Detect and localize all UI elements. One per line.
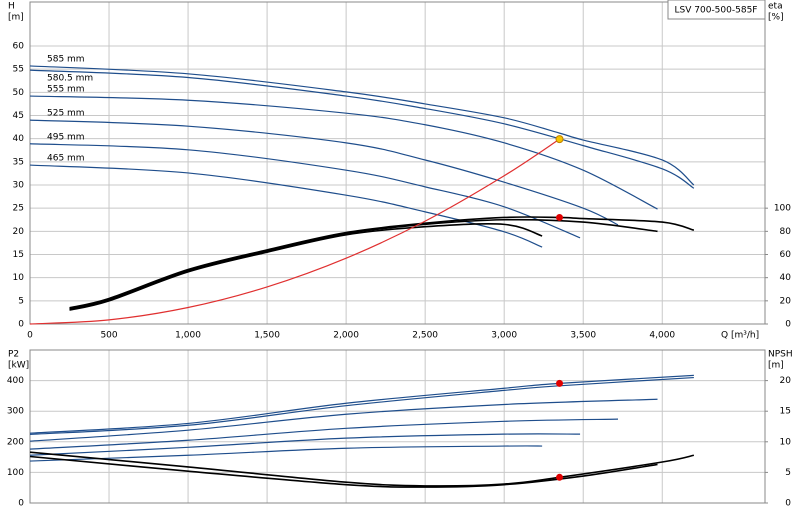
x-tick-label: 3,000 <box>491 331 517 341</box>
curve <box>29 374 694 434</box>
x-tick-label: 4,000 <box>649 331 675 341</box>
curve <box>29 164 543 248</box>
y2-axis-label: NPSH <box>768 350 793 360</box>
y-tick-label: 35 <box>13 157 24 167</box>
curve-label: 525 mm <box>47 109 85 119</box>
y-axis-label: [kW] <box>8 361 29 371</box>
curve <box>29 119 619 226</box>
y-tick-label: 30 <box>13 181 25 191</box>
y-tick-label: 40 <box>13 134 25 144</box>
y-tick-label: 20 <box>13 227 25 237</box>
y2-tick-label: 40 <box>780 273 792 283</box>
y2-tick-label: 5 <box>785 468 791 478</box>
y-tick-label: 45 <box>13 111 24 121</box>
curve-label: 580.5 mm <box>47 74 93 84</box>
x-tick-label: 2,000 <box>333 331 359 341</box>
curve <box>29 398 658 442</box>
y2-tick-label: 15 <box>780 407 791 417</box>
curve-label: 465 mm <box>47 154 85 164</box>
y2-tick-label: 60 <box>780 250 792 260</box>
duty-point <box>556 379 564 387</box>
curve <box>69 216 695 309</box>
y-tick-label: 15 <box>13 250 24 260</box>
y-tick-label: 300 <box>7 407 24 417</box>
duty-point <box>556 213 564 221</box>
curve <box>29 418 619 450</box>
y-tick-label: 50 <box>13 88 25 98</box>
y-tick-label: 55 <box>13 65 24 75</box>
y2-tick-label: 20 <box>780 376 792 386</box>
y-axis-label: [m] <box>8 13 24 23</box>
curve <box>29 69 695 189</box>
x-tick-label: 500 <box>100 331 117 341</box>
y2-tick-label: 100 <box>774 204 791 214</box>
y-tick-label: 100 <box>7 468 24 478</box>
plot-frame <box>29 349 766 504</box>
y2-tick-label: 10 <box>780 437 792 447</box>
x-tick-label: 2,500 <box>412 331 438 341</box>
y2-tick-label: 80 <box>780 227 792 237</box>
y2-axis-label: eta <box>768 2 783 12</box>
y-tick-label: 5 <box>18 296 24 306</box>
curve <box>29 455 658 488</box>
y-tick-label: 200 <box>7 437 24 447</box>
y2-axis-label: [m] <box>768 361 784 371</box>
y2-tick-label: 0 <box>785 499 791 509</box>
curve-label: 495 mm <box>47 132 85 142</box>
duty-point <box>555 135 564 144</box>
x-tick-label: 3,500 <box>570 331 596 341</box>
duty-point <box>556 473 564 481</box>
y-tick-label: 25 <box>13 204 24 214</box>
curve <box>29 433 581 456</box>
y-tick-label: 0 <box>18 320 24 330</box>
x-tick-label: 1,500 <box>254 331 280 341</box>
title-box <box>667 0 766 20</box>
curve <box>29 445 543 462</box>
x-tick-label: 1,000 <box>175 331 201 341</box>
y-tick-label: 400 <box>7 376 24 386</box>
curve-label: 585 mm <box>47 54 85 64</box>
y-axis-label: H <box>8 2 15 12</box>
curve <box>29 95 658 210</box>
y2-axis-label: [%] <box>768 13 784 23</box>
curve <box>29 143 581 239</box>
y2-tick-label: 20 <box>780 296 792 306</box>
curve <box>29 138 560 325</box>
curve <box>29 451 695 487</box>
y-tick-label: 0 <box>18 499 24 509</box>
curve <box>29 65 695 186</box>
plot-frame <box>29 1 766 325</box>
y-tick-label: 60 <box>13 42 25 52</box>
x-axis-label: Q [m³/h] <box>721 331 759 341</box>
y-tick-label: 10 <box>13 273 25 283</box>
chart-title: LSV 700-500-585F <box>675 6 758 16</box>
curve <box>29 376 694 436</box>
curve <box>69 223 543 311</box>
curve-label: 555 mm <box>47 85 85 95</box>
y-axis-label: P2 <box>8 350 19 360</box>
x-tick-label: 0 <box>27 331 33 341</box>
y2-tick-label: 0 <box>785 320 791 330</box>
